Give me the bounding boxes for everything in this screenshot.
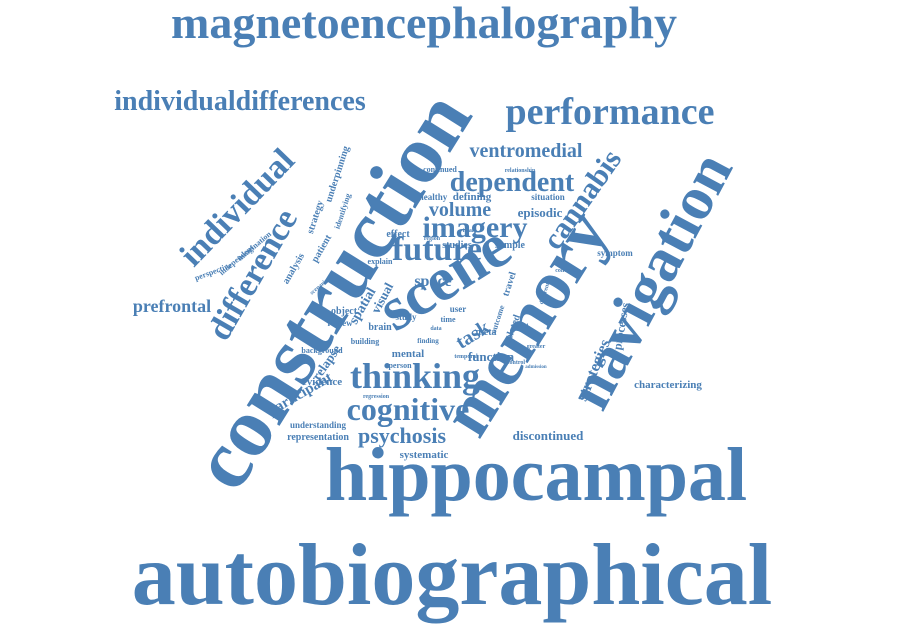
word-healthy: healthy: [419, 192, 448, 202]
word-data: data: [430, 326, 441, 332]
word-function: function: [468, 349, 515, 364]
word-autobiographical: autobiographical: [132, 527, 773, 624]
word-continued: continued: [423, 165, 457, 174]
word-studies: studies: [442, 240, 472, 251]
word-meta: meta: [475, 327, 496, 338]
word-symptom: symptom: [597, 248, 633, 258]
word-volume: volume: [429, 199, 491, 221]
word-thinking: thinking: [350, 356, 480, 396]
word-individualdifferences: individualdifferences: [114, 86, 366, 117]
word-cognitive: cognitive: [347, 391, 470, 427]
word-temporal: temporal: [454, 354, 478, 360]
word-representation: representation: [287, 432, 349, 443]
word-explain: explain: [368, 257, 393, 266]
word-psychosis: psychosis: [358, 423, 446, 448]
word-user: user: [450, 304, 467, 314]
word-mental: mental: [392, 348, 424, 360]
word-person: person: [388, 361, 412, 370]
word-evidence: evidence: [302, 376, 342, 388]
word-space: space: [414, 273, 451, 290]
word-neural: neural: [512, 324, 529, 330]
word-greater: greater: [527, 344, 546, 350]
word-discontinued: discontinued: [513, 428, 585, 443]
word-prefrontal: prefrontal: [133, 296, 211, 316]
word-object: object: [331, 306, 358, 317]
word-hippocampal: hippocampal: [325, 433, 747, 517]
word-episodic: episodic: [518, 205, 563, 220]
word-regression: regression: [363, 394, 390, 400]
word-admission: admission: [525, 365, 547, 370]
word-effect: effect: [386, 229, 410, 240]
word-time: time: [440, 315, 456, 324]
word-finding: finding: [417, 337, 439, 345]
word-performance: performance: [506, 91, 715, 133]
word-situation: situation: [531, 192, 565, 202]
word-characterizing: characterizing: [634, 379, 702, 391]
word-study: study: [395, 312, 417, 322]
word-relationship: relationship: [505, 168, 536, 174]
word-defining: defining: [453, 191, 492, 203]
word-dependent: dependent: [450, 167, 575, 198]
word-sample: sample: [495, 240, 526, 251]
word-concrete: concrete: [555, 268, 577, 274]
word-understanding: understanding: [290, 420, 347, 430]
word-ventromedial: ventromedial: [470, 140, 583, 162]
word-magnetoencephalography: magnetoencephalography: [171, 0, 677, 48]
word-background: background: [301, 346, 343, 355]
word-control: control: [507, 360, 526, 366]
word-region: region: [424, 236, 441, 242]
word-trial: trial: [463, 228, 474, 234]
word-imagery: imagery: [423, 211, 528, 244]
word-review: review: [327, 318, 353, 328]
word-building: building: [351, 337, 379, 346]
word-systematic: systematic: [400, 449, 449, 461]
word-future: future: [392, 231, 482, 268]
word-brain: brain: [368, 322, 392, 333]
